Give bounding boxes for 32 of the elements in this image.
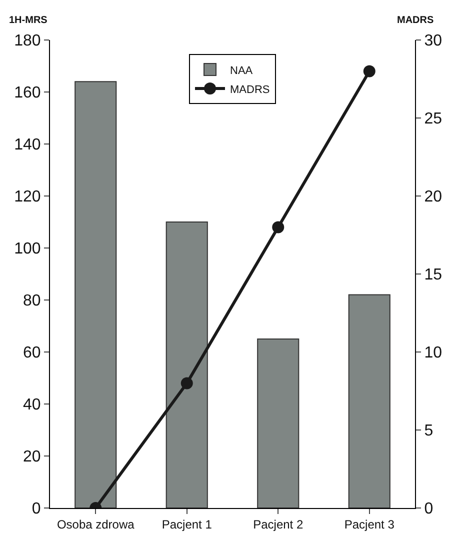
y2-tick-label: 25 <box>424 110 442 128</box>
bar <box>74 81 117 508</box>
y-tick-label: 0 <box>32 500 41 518</box>
x-tick-label: Osoba zdrowa <box>56 517 135 532</box>
x-tick-label: Pacjent 1 <box>162 517 212 532</box>
legend-label: MADRS <box>230 84 270 96</box>
y-tick-label: 180 <box>14 32 41 50</box>
y-tick-label: 120 <box>14 188 41 206</box>
y-tick-label: 140 <box>14 136 41 154</box>
y-tick-label: 100 <box>14 240 41 258</box>
y-tick-label: 80 <box>23 292 41 310</box>
y2-tick-label: 20 <box>424 188 442 206</box>
point <box>363 65 376 78</box>
bar <box>257 338 300 508</box>
legend-label: NAA <box>230 64 254 77</box>
y2-tick-label: 30 <box>424 32 442 50</box>
x-tick-label: Pacjent 3 <box>344 517 395 532</box>
bar <box>348 294 390 508</box>
y2-tick-label: 5 <box>424 422 434 440</box>
y2-tick-label: 0 <box>424 500 434 518</box>
point <box>180 377 193 390</box>
y-tick-label: 40 <box>23 396 41 414</box>
point <box>272 221 284 234</box>
y-tick-label: 20 <box>23 448 41 466</box>
y2-axis-title: MADRS <box>397 15 434 26</box>
y-tick-label: 160 <box>14 84 41 102</box>
y-tick-label: 60 <box>23 344 41 362</box>
y2-tick-label: 10 <box>424 344 442 362</box>
bar <box>166 222 208 508</box>
y2-tick-label: 15 <box>424 266 442 284</box>
y-axis-title: 1H-MRS <box>9 15 48 26</box>
x-tick-label: Pacjent 2 <box>253 517 304 532</box>
